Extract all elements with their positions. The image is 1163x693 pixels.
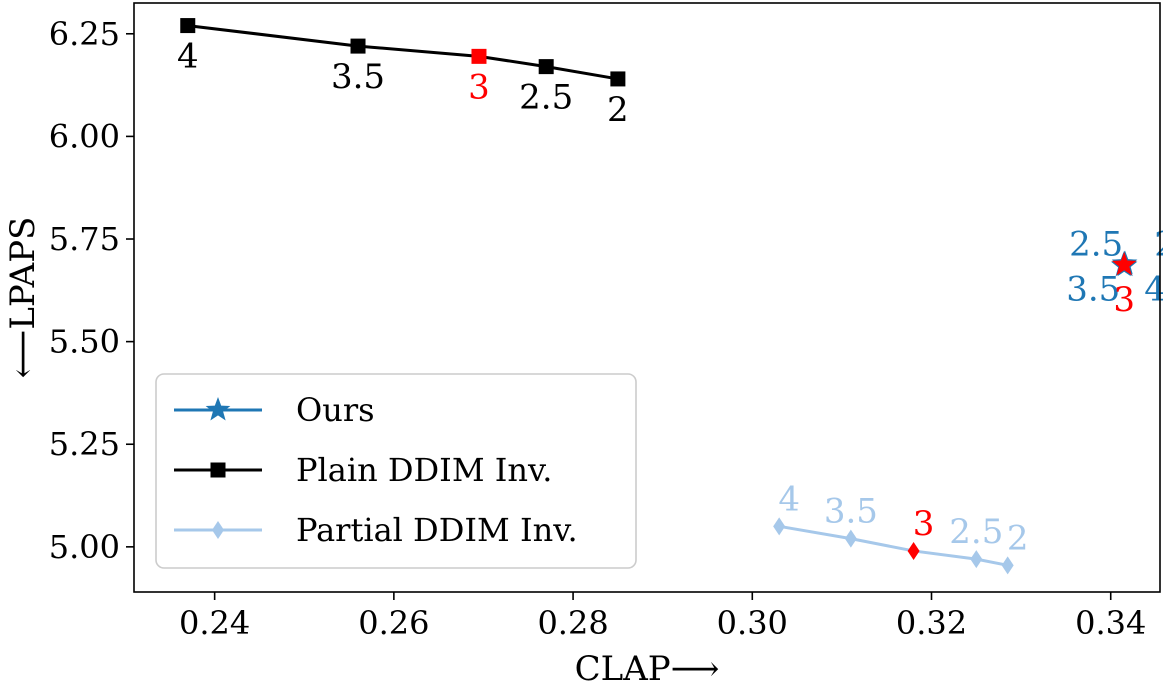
- x-tick-label: 0.34: [1075, 604, 1146, 642]
- data-label: 2: [1154, 225, 1163, 265]
- legend-item: Partial DDIM Inv.: [174, 511, 578, 549]
- data-point: [844, 529, 857, 548]
- data-point: [1111, 251, 1137, 276]
- x-tick-label: 0.26: [358, 604, 429, 642]
- legend-marker: [212, 521, 224, 539]
- y-axis-title: ⟵LPAPS: [3, 217, 43, 379]
- data-label: 2: [1007, 518, 1029, 558]
- legend: Ours Plain DDIM Inv. Partial DDIM Inv.: [155, 373, 637, 569]
- data-label: 3: [913, 504, 935, 544]
- data-point: [970, 550, 983, 569]
- x-tick-label: 0.28: [537, 604, 608, 642]
- series-plain-ddim-inv: 4 3.5 3 2.5 2: [177, 18, 629, 130]
- y-axis: 5.00 5.25 5.50 5.75 6.00 6.25: [49, 15, 134, 566]
- data-point: [471, 48, 487, 64]
- legend-marker: [210, 462, 226, 478]
- data-label: 2: [607, 90, 629, 130]
- data-point: [350, 38, 366, 54]
- series-ours: 2.5 2 3.5 43: [1066, 225, 1163, 320]
- data-label: 3.5: [824, 492, 878, 532]
- data-label: 4: [1144, 270, 1163, 310]
- legend-box: [155, 373, 637, 569]
- data-label: 3.5: [331, 57, 385, 97]
- data-label: 4: [177, 37, 199, 77]
- legend-label: Partial DDIM Inv.: [296, 511, 578, 549]
- y-tick-label: 5.75: [49, 220, 120, 258]
- legend-label: Plain DDIM Inv.: [296, 451, 552, 489]
- x-tick-label: 0.32: [896, 604, 967, 642]
- y-tick-label: 5.50: [49, 323, 120, 361]
- data-label: 2.5: [949, 512, 1003, 552]
- data-label: 3.5: [1066, 270, 1120, 310]
- plot-frame: [133, 2, 1161, 593]
- data-point: [180, 18, 196, 34]
- data-point: [610, 71, 626, 87]
- data-label: 2.5: [519, 78, 573, 118]
- data-label: 3: [1113, 280, 1135, 320]
- data-label: 2.5: [1069, 225, 1123, 265]
- data-point: [773, 517, 786, 536]
- data-point: [907, 541, 920, 560]
- x-tick-label: 0.24: [179, 604, 250, 642]
- series-partial-ddim-inv: 4 3.5 3 2.5 2: [773, 479, 1029, 575]
- legend-label: Ours: [296, 391, 375, 429]
- y-tick-label: 6.00: [49, 117, 120, 155]
- data-point: [538, 59, 554, 75]
- legend-marker: [205, 397, 231, 421]
- x-axis: 0.24 0.26 0.28 0.30 0.32 0.34: [179, 592, 1146, 642]
- y-tick-label: 5.00: [49, 528, 120, 566]
- data-label: 4: [778, 479, 800, 519]
- data-label: 3: [468, 67, 490, 107]
- x-axis-title: CLAP⟶: [575, 649, 720, 689]
- data-point: [1001, 556, 1014, 575]
- legend-item: Plain DDIM Inv.: [174, 451, 552, 489]
- x-tick-label: 0.30: [717, 604, 788, 642]
- legend-item: Ours: [174, 391, 375, 429]
- y-tick-label: 6.25: [49, 15, 120, 53]
- y-tick-label: 5.25: [49, 425, 120, 463]
